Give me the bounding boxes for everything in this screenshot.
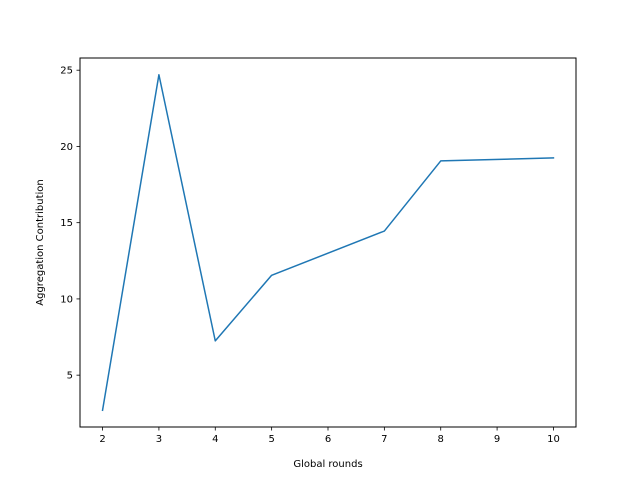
x-tick-label: 6 xyxy=(325,434,331,445)
x-tick-label: 2 xyxy=(99,434,105,445)
y-tick-label: 5 xyxy=(67,371,73,382)
y-tick-label: 25 xyxy=(60,66,73,77)
x-tick-label: 7 xyxy=(381,434,387,445)
x-axis-label: Global rounds xyxy=(293,459,362,470)
x-tick-label: 4 xyxy=(212,434,218,445)
plot-frame xyxy=(79,57,577,428)
series-layer xyxy=(101,74,555,412)
x-tick-label: 3 xyxy=(156,434,162,445)
x-tick-label: 10 xyxy=(547,434,560,445)
x-tick-label: 9 xyxy=(494,434,500,445)
x-tick-label: 8 xyxy=(438,434,444,445)
y-ticks: 5 10 15 20 25 xyxy=(60,66,80,382)
x-tick-label: 5 xyxy=(268,434,274,445)
series-line xyxy=(101,74,555,412)
y-tick-label: 15 xyxy=(60,218,73,229)
x-ticks: 2 3 4 5 6 7 8 9 10 xyxy=(99,427,560,445)
y-tick-label: 20 xyxy=(60,142,73,153)
y-axis-label: Aggregation Contribution xyxy=(35,179,46,305)
y-tick-label: 10 xyxy=(60,294,73,305)
